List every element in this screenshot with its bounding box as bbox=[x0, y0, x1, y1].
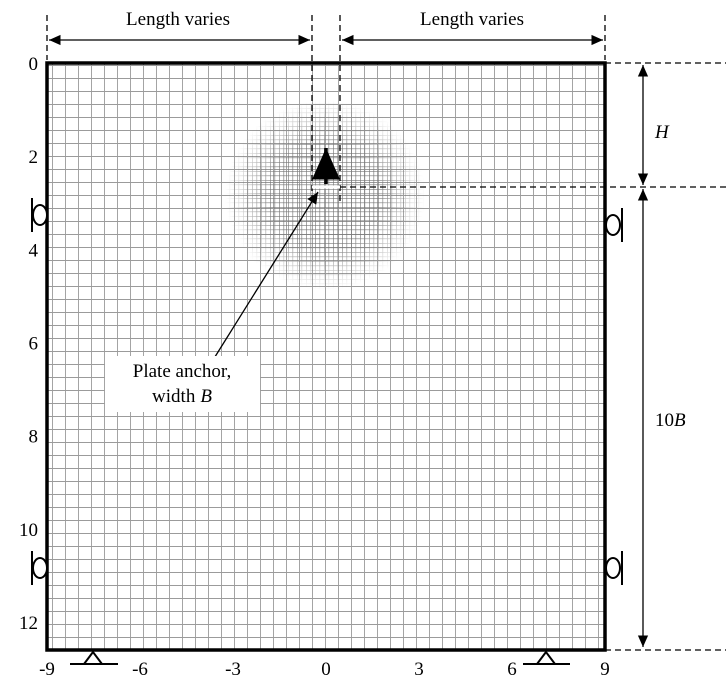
h-label: H bbox=[654, 122, 670, 143]
tick-label: 10 bbox=[19, 520, 38, 541]
anchor: Plate anchor, width B bbox=[105, 148, 340, 412]
tick-label: -9 bbox=[39, 659, 55, 680]
tick-label: 6 bbox=[507, 659, 517, 680]
tick-label: 12 bbox=[19, 613, 38, 634]
tick-label: 4 bbox=[29, 240, 39, 261]
tick-label: -6 bbox=[132, 659, 148, 680]
length-label: Length varies bbox=[420, 9, 524, 30]
depth-label: 10B bbox=[655, 410, 686, 431]
supports bbox=[31, 198, 623, 665]
tick-label: 2 bbox=[29, 147, 39, 168]
anchor-label: width B bbox=[152, 386, 212, 407]
top-dimensions: Length varies Length varies bbox=[46, 9, 606, 205]
tick-label: 0 bbox=[321, 659, 331, 680]
tick-label: 3 bbox=[414, 659, 424, 680]
tick-label: 9 bbox=[600, 659, 610, 680]
right-dimensions: H 10B bbox=[340, 62, 726, 651]
tick-label: 6 bbox=[29, 334, 39, 355]
tick-label: 0 bbox=[29, 54, 39, 75]
axis-ticks: -9 -6 -3 0 3 6 9 0 2 4 6 8 10 12 bbox=[19, 54, 610, 680]
length-label: Length varies bbox=[126, 9, 230, 30]
anchor-label: Plate anchor, bbox=[133, 361, 231, 382]
tick-label: -3 bbox=[225, 659, 241, 680]
tick-label: 8 bbox=[29, 427, 39, 448]
